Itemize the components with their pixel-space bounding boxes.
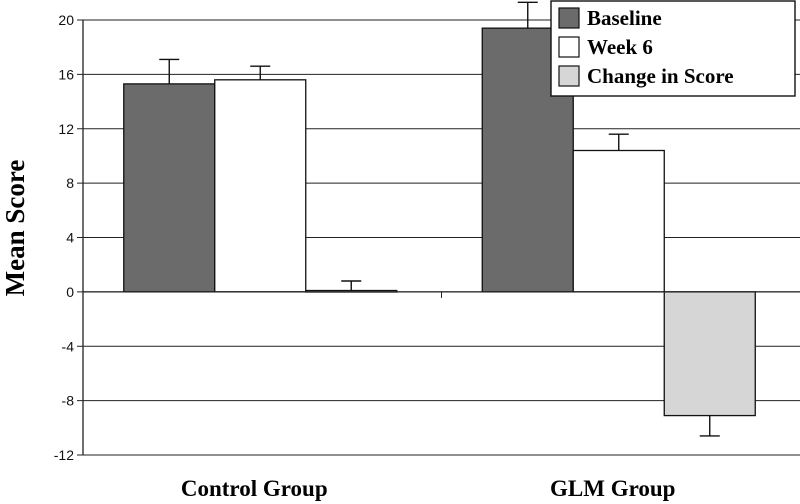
y-axis-label: Mean Score: [0, 160, 30, 297]
legend-swatch: [558, 36, 580, 58]
legend-box: [550, 0, 796, 97]
bar: [214, 79, 307, 293]
category-label: GLM Group: [550, 476, 675, 501]
y-tick-label: 12: [58, 121, 74, 137]
legend-label: Baseline: [587, 6, 662, 30]
bar: [663, 291, 756, 417]
bar: [572, 149, 665, 293]
y-tick-label: 4: [66, 230, 74, 246]
legend-swatch: [558, 65, 580, 87]
legend-label: Change in Score: [587, 64, 734, 88]
bar: [123, 83, 216, 293]
y-tick-label: -8: [62, 393, 75, 409]
y-tick-label: 20: [58, 12, 74, 28]
axes: [82, 20, 800, 455]
y-tick-label: 0: [66, 284, 74, 300]
category-labels: Control Group GLM Group: [181, 476, 676, 501]
category-label: Control Group: [181, 476, 328, 501]
legend: Baseline Week 6 Change in Score: [550, 0, 796, 97]
y-tick-label: 8: [66, 175, 74, 191]
y-tick-label: 16: [58, 66, 74, 82]
legend-label: Week 6: [587, 35, 653, 59]
y-axis-ticks: 20 16 12 8 4 0 -4 -8 -12: [54, 12, 83, 463]
y-tick-label: -12: [54, 447, 74, 463]
legend-swatch: [558, 7, 580, 29]
y-tick-label: -4: [62, 338, 75, 354]
